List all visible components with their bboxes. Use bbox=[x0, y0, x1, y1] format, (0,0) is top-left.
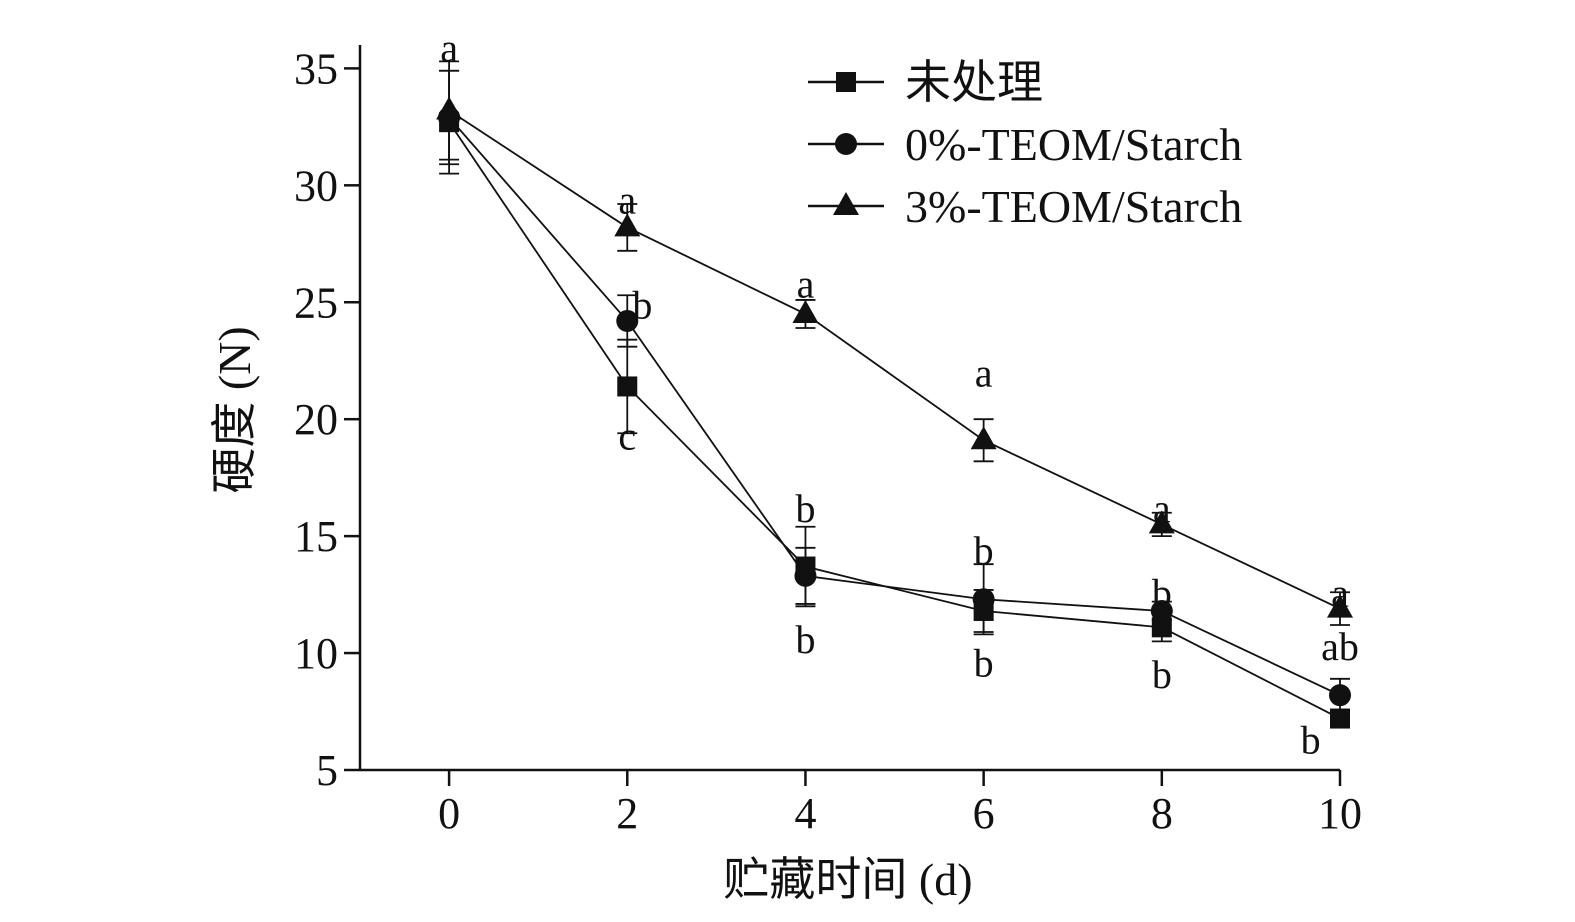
data-point-2-4 bbox=[1148, 510, 1175, 534]
x-axis-title: 贮藏时间 (d) bbox=[723, 854, 972, 905]
y-tick-label-10: 10 bbox=[294, 629, 338, 678]
y-tick-label-30: 30 bbox=[294, 161, 338, 210]
legend-item-2: 3%-TEOM/Starch bbox=[808, 181, 1242, 232]
significance-label-5: b bbox=[795, 486, 815, 531]
data-point-2-1 bbox=[614, 213, 641, 237]
significance-label-12: b bbox=[1152, 652, 1172, 697]
legend-label-0: 未处理 bbox=[905, 57, 1043, 108]
legend-marker-0 bbox=[836, 72, 856, 92]
significance-label-7: a bbox=[975, 350, 993, 395]
significance-label-6: b bbox=[795, 617, 815, 662]
series-line-1 bbox=[448, 116, 1341, 696]
data-point-1-4 bbox=[1150, 599, 1173, 622]
data-point-1-2 bbox=[794, 564, 817, 587]
y-tick-label-15: 15 bbox=[294, 512, 338, 561]
series-line-0 bbox=[448, 121, 1341, 720]
x-tick-label-10: 10 bbox=[1318, 789, 1362, 838]
significance-label-13: a bbox=[1331, 570, 1349, 615]
significance-label-0: a bbox=[440, 25, 458, 70]
legend-label-2: 3%-TEOM/Starch bbox=[905, 181, 1242, 232]
legend-item-0: 未处理 bbox=[808, 57, 1043, 108]
significance-label-11: b bbox=[1152, 570, 1172, 615]
x-tick-label-4: 4 bbox=[794, 789, 816, 838]
data-point-2-2 bbox=[792, 299, 819, 323]
y-tick-label-5: 5 bbox=[316, 746, 338, 795]
significance-label-9: b bbox=[974, 640, 994, 685]
series-layer bbox=[436, 60, 1353, 729]
x-tick-label-6: 6 bbox=[973, 789, 995, 838]
x-tick-label-2: 2 bbox=[616, 789, 638, 838]
legend: 未处理 0%-TEOM/Starch 3%-TEOM/Starch bbox=[808, 57, 1242, 232]
y-tick-label-35: 35 bbox=[294, 44, 338, 93]
axes-layer: 5 10 15 20 25 30 35 0 2 4 6 8 10 bbox=[294, 44, 1362, 838]
y-tick-label-20: 20 bbox=[294, 395, 338, 444]
significance-label-4: a bbox=[797, 262, 815, 307]
significance-label-3: c bbox=[618, 414, 636, 459]
data-point-1-1 bbox=[616, 309, 639, 332]
data-point-1-3 bbox=[972, 588, 995, 611]
x-tick-label-8: 8 bbox=[1151, 789, 1173, 838]
y-axis-title: 硬度 (N) bbox=[209, 326, 260, 493]
significance-label-2: b bbox=[632, 283, 652, 328]
series-line-2 bbox=[448, 109, 1341, 610]
data-point-2-0 bbox=[436, 96, 463, 120]
data-point-0-4 bbox=[1151, 617, 1172, 638]
significance-label-15: b bbox=[1301, 718, 1321, 763]
legend-marker-1 bbox=[835, 133, 857, 155]
data-point-0-1 bbox=[617, 376, 638, 397]
significance-label-14: ab bbox=[1321, 624, 1359, 669]
legend-marker-2 bbox=[833, 192, 859, 215]
legend-label-1: 0%-TEOM/Starch bbox=[905, 119, 1242, 170]
data-point-2-5 bbox=[1327, 594, 1353, 618]
data-point-0-5 bbox=[1330, 708, 1350, 729]
legend-item-1: 0%-TEOM/Starch bbox=[808, 119, 1242, 170]
x-tick-label-0: 0 bbox=[438, 789, 460, 838]
significance-label-8: b bbox=[974, 528, 994, 573]
data-point-2-3 bbox=[970, 426, 997, 450]
significance-label-10: a bbox=[1153, 486, 1171, 531]
data-point-1-5 bbox=[1329, 684, 1351, 707]
series-2 bbox=[436, 60, 1353, 626]
significance-label-1: a bbox=[618, 177, 636, 222]
y-tick-label-25: 25 bbox=[294, 278, 338, 327]
